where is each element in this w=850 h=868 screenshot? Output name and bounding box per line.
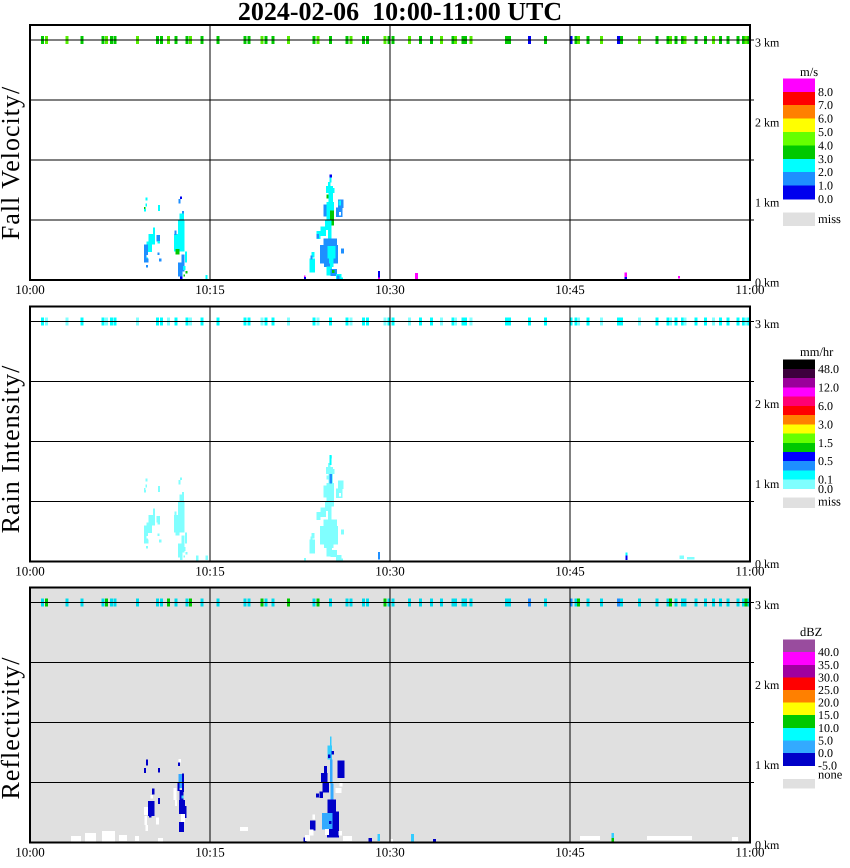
svg-text:1.5: 1.5 [818,436,833,450]
svg-text:20.0: 20.0 [818,696,839,710]
svg-text:0.5: 0.5 [818,454,833,468]
svg-text:0.0: 0.0 [818,192,833,206]
svg-text:10:00: 10:00 [15,564,45,579]
svg-text:1 km: 1 km [755,758,780,772]
svg-text:10:00: 10:00 [15,282,45,297]
svg-text:3.0: 3.0 [818,417,833,431]
svg-text:2024-02-06 10:00-11:00 UTC: 2024-02-06 10:00-11:00 UTC [238,0,562,26]
svg-text:10:15: 10:15 [195,282,225,297]
svg-text:15.0: 15.0 [818,708,839,722]
svg-text:11:00: 11:00 [735,564,764,579]
svg-text:1 km: 1 km [755,477,780,491]
svg-text:3 km: 3 km [755,36,780,50]
svg-text:1.0: 1.0 [818,179,833,193]
svg-text:0 km: 0 km [755,838,780,852]
svg-text:miss: miss [818,495,841,509]
svg-text:10.0: 10.0 [818,721,839,735]
svg-text:3 km: 3 km [755,317,780,331]
svg-text:Fall Velocity/: Fall Velocity/ [0,86,25,240]
svg-text:30.0: 30.0 [818,670,839,684]
svg-text:12.0: 12.0 [818,380,839,394]
svg-text:mm/hr: mm/hr [800,345,834,359]
svg-text:48.0: 48.0 [818,362,839,376]
svg-text:10:45: 10:45 [555,564,585,579]
svg-text:0 km: 0 km [755,557,780,571]
svg-text:10:45: 10:45 [555,282,585,297]
svg-text:5.0: 5.0 [818,125,833,139]
svg-text:8.0: 8.0 [818,85,833,99]
svg-text:7.0: 7.0 [818,98,833,112]
svg-text:10:00: 10:00 [15,845,45,860]
svg-text:0 km: 0 km [755,276,780,290]
svg-text:10:15: 10:15 [195,564,225,579]
svg-text:1 km: 1 km [755,196,780,210]
svg-text:Rain Intensity/: Rain Intensity/ [0,365,25,534]
svg-text:11:00: 11:00 [735,845,764,860]
svg-text:10:15: 10:15 [195,845,225,860]
svg-text:Reflectivity/: Reflectivity/ [0,657,25,800]
svg-text:10:30: 10:30 [375,282,405,297]
svg-text:10:30: 10:30 [375,564,405,579]
svg-text:miss: miss [818,212,841,226]
svg-text:0.0: 0.0 [818,482,833,496]
svg-text:6.0: 6.0 [818,399,833,413]
svg-text:11:00: 11:00 [735,282,764,297]
svg-text:35.0: 35.0 [818,658,839,672]
svg-text:40.0: 40.0 [818,645,839,659]
svg-text:m/s: m/s [800,65,818,79]
svg-text:25.0: 25.0 [818,683,839,697]
svg-text:0.0: 0.0 [818,746,833,760]
svg-text:3.0: 3.0 [818,152,833,166]
svg-text:dBZ: dBZ [800,625,822,639]
svg-text:none: none [818,768,843,782]
svg-text:2 km: 2 km [755,678,780,692]
svg-text:10:30: 10:30 [375,845,405,860]
svg-text:2 km: 2 km [755,116,780,130]
svg-text:6.0: 6.0 [818,112,833,126]
svg-text:2.0: 2.0 [818,165,833,179]
svg-text:-5.0: -5.0 [818,759,837,773]
svg-text:10:45: 10:45 [555,845,585,860]
svg-text:5.0: 5.0 [818,733,833,747]
svg-text:3 km: 3 km [755,598,780,612]
svg-text:4.0: 4.0 [818,138,833,152]
svg-text:0.1: 0.1 [818,473,833,487]
svg-text:2 km: 2 km [755,397,780,411]
